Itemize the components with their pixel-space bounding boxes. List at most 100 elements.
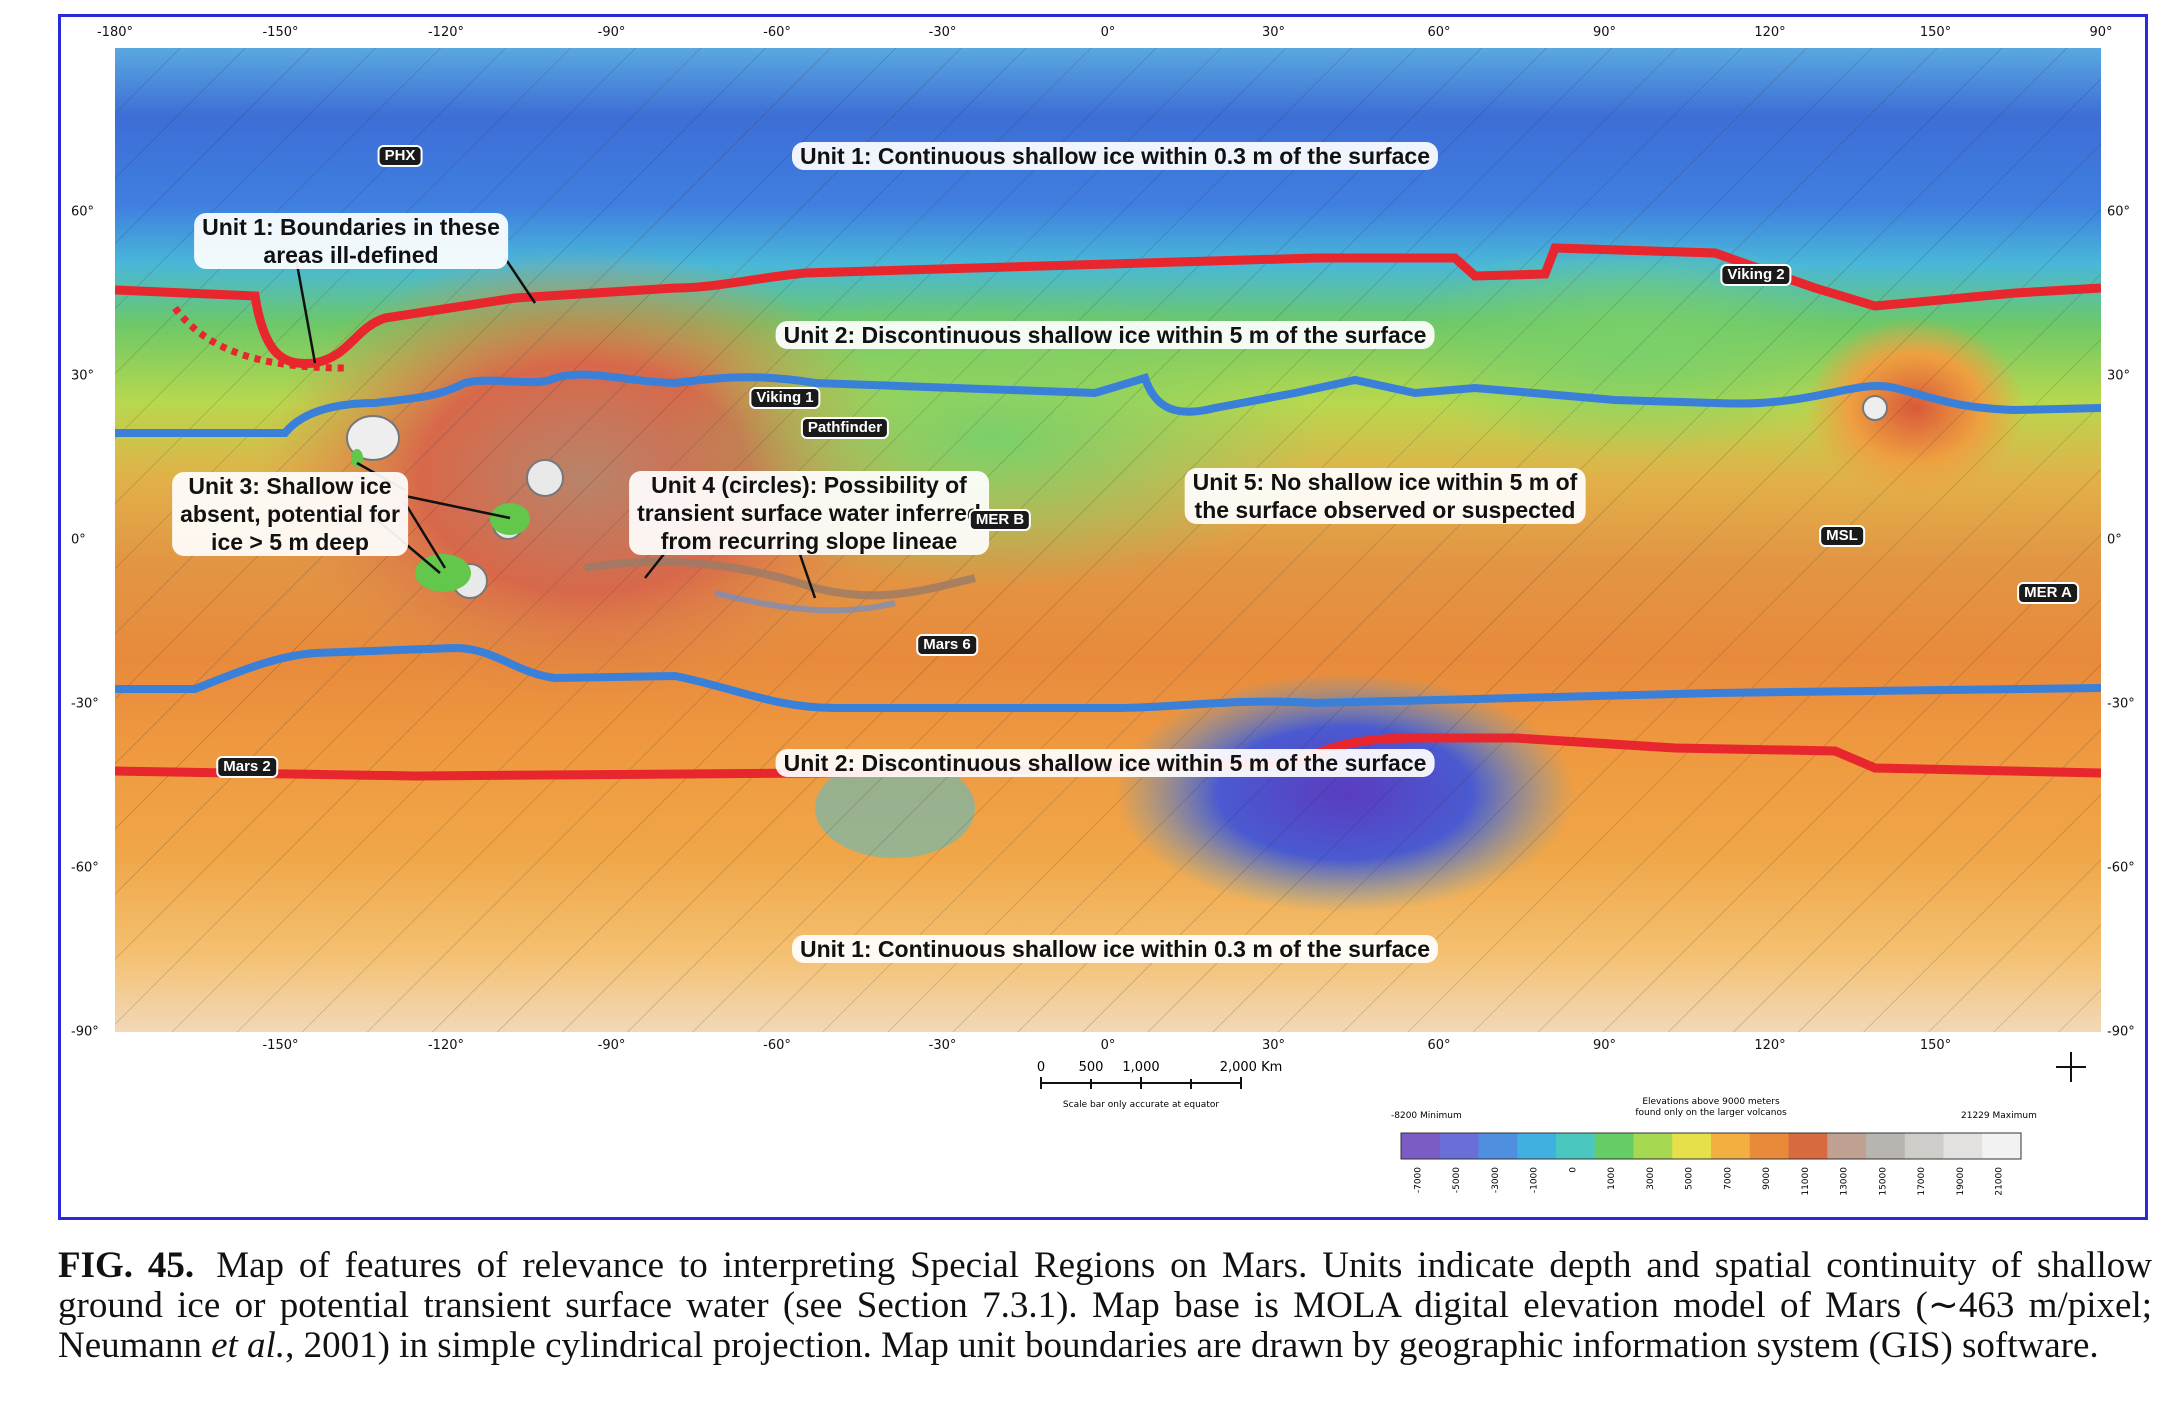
figure-frame: -180° -150° -120° -90° -60° -30° 0° 30° 60° 90° 12… bbox=[58, 14, 2148, 1220]
site-pathfinder: Pathfinder bbox=[801, 417, 889, 439]
legend-tick: 21000 bbox=[1995, 1167, 2005, 1196]
legend-tick: 1000 bbox=[1607, 1167, 1617, 1190]
legend-swatch bbox=[1866, 1133, 1905, 1159]
mars-elevation-map: Unit 1: Continuous shallow ice within 0.… bbox=[115, 48, 2101, 1032]
bottom-tick: 150° bbox=[1920, 1038, 1951, 1053]
top-tick: 0° bbox=[1101, 25, 1116, 40]
top-tick: 60° bbox=[1427, 25, 1450, 40]
bottom-tick: 90° bbox=[1593, 1038, 1616, 1053]
bottom-tick: -150° bbox=[262, 1038, 298, 1053]
legend-swatch bbox=[1595, 1133, 1634, 1159]
site-mer-a: MER A bbox=[2017, 582, 2079, 604]
legend-color-bar: -7000 -5000 -3000 -1000 0 1000 3000 5000 7000 900… bbox=[1391, 1127, 2091, 1217]
top-tick: -60° bbox=[763, 25, 791, 40]
legend-tick: 5000 bbox=[1685, 1167, 1695, 1190]
top-tick: -90° bbox=[598, 25, 626, 40]
scale-note: Scale bar only accurate at equator bbox=[1063, 1100, 1219, 1110]
caption-text-2: , 2001) in simple cylindrical projection… bbox=[285, 1325, 2099, 1366]
legend-swatch bbox=[1479, 1133, 1518, 1159]
map-graphic bbox=[115, 48, 2101, 1032]
legend-tick: 17000 bbox=[1917, 1167, 1927, 1196]
legend-tick: -7000 bbox=[1413, 1167, 1423, 1193]
unit1-south-label: Unit 1: Continuous shallow ice within 0.… bbox=[792, 935, 1438, 963]
site-msl: MSL bbox=[1819, 525, 1865, 547]
unit4-label: Unit 4 (circles): Possibility of transie… bbox=[629, 471, 989, 555]
legend-swatch bbox=[1905, 1133, 1944, 1159]
bottom-tick: 120° bbox=[1754, 1038, 1785, 1053]
top-tick: -120° bbox=[428, 25, 464, 40]
unit2-south-label: Unit 2: Discontinuous shallow ice within… bbox=[776, 749, 1435, 777]
site-mars2: Mars 2 bbox=[216, 756, 278, 778]
legend-tick: 0 bbox=[1568, 1167, 1578, 1173]
legend-swatch bbox=[1401, 1133, 1440, 1159]
legend-swatch bbox=[1789, 1133, 1828, 1159]
site-mars6: Mars 6 bbox=[916, 634, 978, 656]
top-tick: -180° bbox=[97, 25, 133, 40]
legend-tick: 7000 bbox=[1723, 1167, 1733, 1190]
legend-min: -8200 Minimum bbox=[1391, 1111, 1462, 1121]
right-tick: 0° bbox=[2107, 533, 2122, 548]
top-tick: 90° bbox=[2089, 25, 2112, 40]
legend-max-note: Elevations above 9000 meters found only … bbox=[1591, 1097, 1831, 1119]
figure-caption: FIG. 45. Map of features of relevance to … bbox=[58, 1246, 2152, 1366]
caption-text-1: Map of features of relevance to interpre… bbox=[58, 1245, 2152, 1326]
bottom-tick: -30° bbox=[929, 1038, 957, 1053]
caption-label: FIG. 45. bbox=[58, 1245, 194, 1286]
legend-tick: -1000 bbox=[1530, 1167, 1540, 1193]
scale-label-1000: 1,000 bbox=[1122, 1060, 1159, 1075]
legend-tick: 9000 bbox=[1762, 1167, 1772, 1190]
left-tick: 30° bbox=[71, 369, 94, 384]
left-tick: -30° bbox=[71, 697, 99, 712]
legend-swatch bbox=[1944, 1133, 1983, 1159]
legend-swatch bbox=[1517, 1133, 1556, 1159]
bottom-tick: -90° bbox=[598, 1038, 626, 1053]
top-tick: 30° bbox=[1262, 25, 1285, 40]
top-tick: 90° bbox=[1593, 25, 1616, 40]
right-tick: 60° bbox=[2107, 205, 2130, 220]
scale-label-0: 0 bbox=[1037, 1060, 1045, 1075]
site-viking1: Viking 1 bbox=[749, 387, 820, 409]
scale-label-500: 500 bbox=[1079, 1060, 1104, 1075]
bottom-tick: -60° bbox=[763, 1038, 791, 1053]
legend-tick: -3000 bbox=[1491, 1167, 1501, 1193]
top-tick: -30° bbox=[929, 25, 957, 40]
right-tick: -90° bbox=[2107, 1025, 2135, 1040]
right-tick: 30° bbox=[2107, 369, 2130, 384]
legend-swatch bbox=[1440, 1133, 1479, 1159]
left-tick: -90° bbox=[71, 1025, 99, 1040]
legend-swatch bbox=[1672, 1133, 1711, 1159]
top-tick: -150° bbox=[262, 25, 298, 40]
unit3-label: Unit 3: Shallow ice absent, potential fo… bbox=[172, 472, 408, 556]
legend-tick: 15000 bbox=[1878, 1167, 1888, 1196]
legend-swatch bbox=[1750, 1133, 1789, 1159]
unit1-boundaries-label: Unit 1: Boundaries in these areas ill-de… bbox=[194, 213, 508, 269]
scale-label-2000: 2,000 Km bbox=[1220, 1060, 1283, 1075]
right-tick: -30° bbox=[2107, 697, 2135, 712]
left-tick: 60° bbox=[71, 205, 94, 220]
unit5-label: Unit 5: No shallow ice within 5 m of the… bbox=[1185, 468, 1586, 524]
legend-tick: 3000 bbox=[1646, 1167, 1656, 1190]
site-viking2: Viking 2 bbox=[1720, 264, 1791, 286]
legend-swatch bbox=[1634, 1133, 1673, 1159]
legend-swatch bbox=[1711, 1133, 1750, 1159]
right-tick: -60° bbox=[2107, 861, 2135, 876]
top-tick: 150° bbox=[1920, 25, 1951, 40]
legend-swatch bbox=[1982, 1133, 2021, 1159]
scale-bar: 0 500 1,000 2,000 Km Scale bar only accu… bbox=[981, 1047, 1311, 1127]
caption-etal: et al. bbox=[211, 1325, 285, 1366]
legend-tick: 19000 bbox=[1956, 1167, 1966, 1196]
legend-tick: 11000 bbox=[1801, 1167, 1811, 1196]
bottom-tick: -120° bbox=[428, 1038, 464, 1053]
top-tick: 120° bbox=[1754, 25, 1785, 40]
legend-swatch bbox=[1827, 1133, 1866, 1159]
legend-tick: 13000 bbox=[1840, 1167, 1850, 1196]
site-phx: PHX bbox=[378, 145, 423, 167]
legend-max: 21229 Maximum bbox=[1961, 1111, 2037, 1121]
bottom-tick: 60° bbox=[1427, 1038, 1450, 1053]
legend-tick: -5000 bbox=[1452, 1167, 1462, 1193]
compass-icon bbox=[2056, 1052, 2086, 1082]
left-tick: -60° bbox=[71, 861, 99, 876]
unit2-north-label: Unit 2: Discontinuous shallow ice within… bbox=[776, 321, 1435, 349]
left-tick: 0° bbox=[71, 533, 86, 548]
unit1-north-label: Unit 1: Continuous shallow ice within 0.… bbox=[792, 142, 1438, 170]
